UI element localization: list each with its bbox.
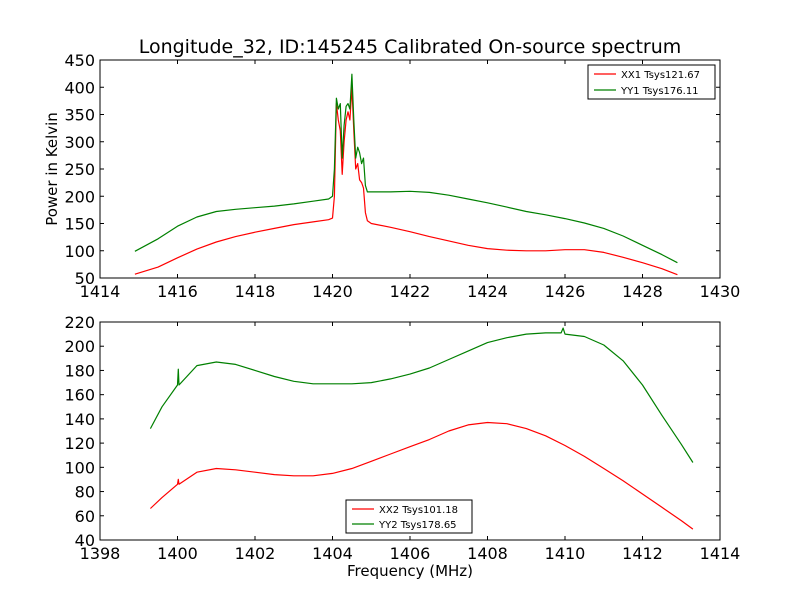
bottom-y-tick-label: 140	[64, 410, 95, 429]
top-x-tick-label: 1414	[80, 282, 121, 301]
top-y-tick-label: 100	[64, 242, 95, 261]
top-y-tick-label: 450	[64, 51, 95, 70]
top-x-tick-label: 1418	[235, 282, 276, 301]
bottom-y-tick-label: 100	[64, 458, 95, 477]
top-y-tick-label: 300	[64, 133, 95, 152]
top-y-tick-label: 350	[64, 106, 95, 125]
top-series-lines	[134, 73, 678, 276]
top-x-tick-label: 1424	[467, 282, 508, 301]
bottom-x-tick-label: 1400	[157, 544, 198, 563]
bottom-y-tick-label: 80	[75, 483, 95, 502]
top-x-tick-label: 1430	[700, 282, 741, 301]
bottom-subplot: 1398 1400 1402 1404 1406 1408 1410 1412 1414 40 60…	[64, 313, 740, 580]
bottom-x-tick-label: 1404	[312, 544, 353, 563]
top-y-tick-label: 250	[64, 160, 95, 179]
bottom-series-line-yy2	[149, 327, 694, 463]
bottom-legend-box	[345, 499, 473, 534]
bottom-legend: XX2 Tsys101.18 YY2 Tsys178.65	[345, 499, 473, 534]
top-legend-label-xx1: XX1 Tsys121.67	[621, 70, 700, 81]
top-y-tick-label: 400	[64, 78, 95, 97]
bottom-legend-label-xx2: XX2 Tsys101.18	[379, 505, 458, 516]
bottom-x-axis-label: Frequency (MHz)	[347, 562, 473, 580]
top-y-tick-label: 150	[64, 215, 95, 234]
top-legend-label-yy1: YY1 Tsys176.11	[620, 86, 699, 97]
bottom-legend-label-yy2: YY2 Tsys178.65	[378, 520, 457, 531]
bottom-x-tick-label: 1412	[622, 544, 663, 563]
bottom-series-lines	[149, 327, 694, 530]
chart-title: Longitude_32, ID:145245 Calibrated On-so…	[139, 36, 682, 58]
top-y-tick-label: 50	[75, 269, 95, 288]
bottom-axis-ticks: 1398 1400 1402 1404 1406 1408 1410 1412 1414 40 60…	[64, 313, 740, 563]
bottom-y-tick-label: 200	[64, 337, 95, 356]
top-y-tick-label: 200	[64, 187, 95, 206]
bottom-y-tick-label: 40	[75, 531, 95, 550]
bottom-x-tick-label: 1414	[700, 544, 741, 563]
bottom-y-tick-label: 60	[75, 507, 95, 526]
bottom-y-tick-label: 180	[64, 361, 95, 380]
bottom-x-tick-label: 1410	[545, 544, 586, 563]
bottom-y-tick-label: 160	[64, 386, 95, 405]
bottom-y-tick-label: 220	[64, 313, 95, 332]
bottom-x-tick-label: 1408	[467, 544, 508, 563]
bottom-x-tick-label: 1402	[235, 544, 276, 563]
top-x-tick-label: 1422	[390, 282, 431, 301]
top-axis-ticks: 1414 1416 1418 1420 1422 1424 1426 1428 1430 50 10…	[64, 51, 740, 301]
top-x-tick-label: 1428	[622, 282, 663, 301]
top-x-tick-label: 1416	[157, 282, 198, 301]
bottom-y-tick-label: 120	[64, 434, 95, 453]
top-y-axis-label: Power in Kelvin	[43, 112, 61, 226]
top-series-line-yy1	[134, 73, 678, 264]
bottom-x-tick-label: 1406	[390, 544, 431, 563]
bottom-series-line-xx2	[149, 421, 694, 530]
top-x-tick-label: 1426	[545, 282, 586, 301]
top-series-line-xx1	[134, 86, 678, 276]
bottom-x-tick-label: 1398	[80, 544, 121, 563]
top-legend: XX1 Tsys121.67 YY1 Tsys176.11	[587, 64, 716, 100]
top-subplot: 1414 1416 1418 1420 1422 1424 1426 1428 1430 50 10…	[43, 51, 740, 301]
top-x-tick-label: 1420	[312, 282, 353, 301]
top-legend-box	[587, 64, 716, 100]
